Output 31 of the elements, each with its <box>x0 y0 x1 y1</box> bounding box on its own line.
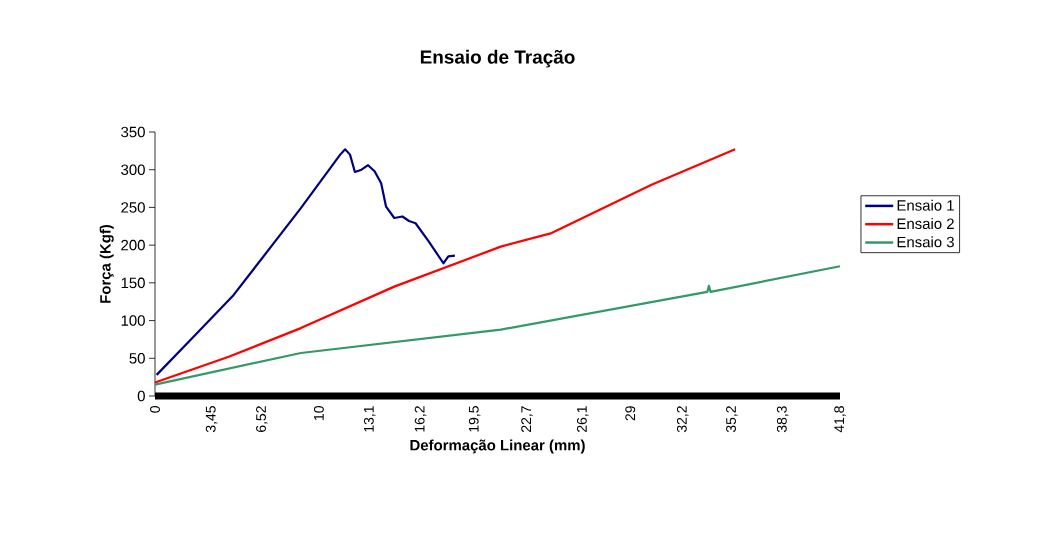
y-tick-label: 0 <box>137 390 145 402</box>
x-tick-label: 10 <box>313 406 324 420</box>
y-tick-label: 350 <box>121 126 145 138</box>
x-tick-label: 26,1 <box>576 406 589 432</box>
line-series <box>155 148 456 376</box>
x-tick-label: 38,3 <box>776 406 789 433</box>
x-tick-label: 41,8 <box>834 406 846 433</box>
x-tick-label: 19,5 <box>468 406 481 432</box>
line-series <box>153 148 737 384</box>
x-tick-label: 22,7 <box>521 406 533 432</box>
y-tick-label: 150 <box>121 277 145 289</box>
y-tick-label: 50 <box>129 352 145 364</box>
x-tick-label: 29 <box>625 406 636 421</box>
y-axis-title: Força (Kgf) <box>99 224 114 303</box>
legend-label: Ensaio 2 <box>897 218 954 230</box>
x-tick-label: 16,2 <box>414 406 427 432</box>
x-tick-label: 6,52 <box>256 406 268 432</box>
x-tick-label: 32,2 <box>676 406 689 433</box>
y-tick-label: 300 <box>121 164 145 175</box>
x-axis-title: Deformação Linear (mm) <box>410 439 585 454</box>
legend-label: Ensaio 3 <box>897 236 954 248</box>
y-tick-label: 250 <box>121 202 145 213</box>
x-tick-label: 13,1 <box>363 406 376 432</box>
x-tick-label: 0 <box>150 406 160 413</box>
x-tick-label: 3,45 <box>205 406 218 433</box>
y-tick-label: 200 <box>121 239 145 251</box>
x-tick-label: 35,2 <box>726 406 738 433</box>
chart-title: Ensaio de Tração <box>420 49 575 68</box>
legend-label: Ensaio 1 <box>897 199 954 211</box>
y-tick-label: 100 <box>121 315 145 326</box>
line-series <box>153 265 842 386</box>
